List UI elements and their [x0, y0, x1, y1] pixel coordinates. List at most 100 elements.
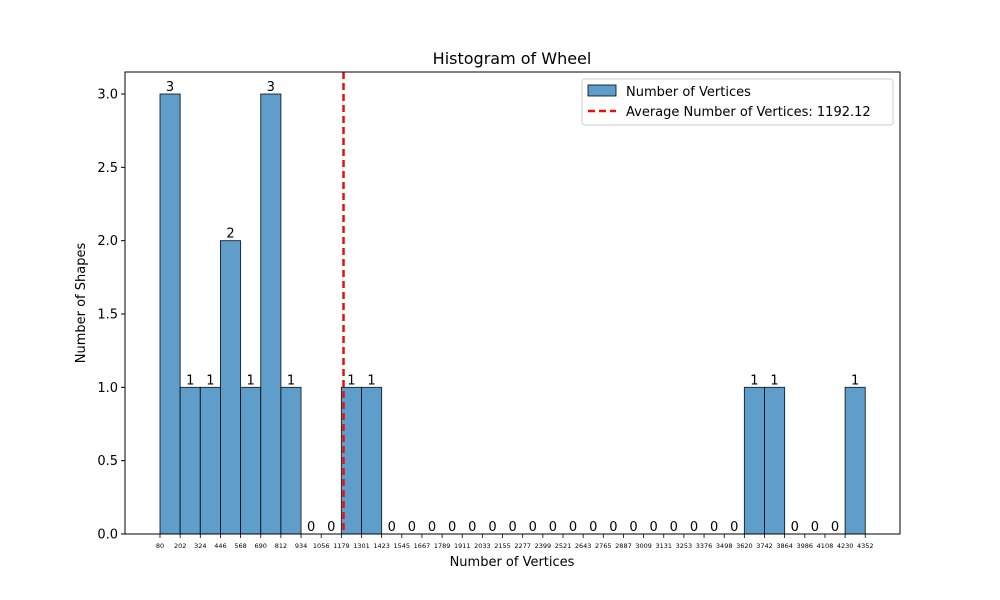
x-tick-label: 934 [295, 542, 307, 550]
x-tick-label: 1056 [313, 542, 330, 550]
x-tick-label: 4108 [817, 542, 834, 550]
x-tick-label: 3620 [736, 542, 753, 550]
plot-frame [124, 71, 901, 535]
bar-value-label: 1 [206, 373, 214, 388]
x-tick-label: 2277 [514, 542, 531, 550]
x-tick-label: 1789 [434, 542, 451, 550]
bar-value-label: 0 [791, 520, 799, 535]
y-axis: 0.0 0.5 1.0 1.5 2.0 2.5 3.0 [97, 88, 125, 543]
bar-value-label: 0 [408, 520, 416, 535]
bar-value-label: 0 [388, 520, 396, 535]
x-tick-label: 3742 [756, 542, 773, 550]
bar-value-label: 0 [307, 520, 315, 535]
x-tick-label: 4352 [857, 542, 874, 550]
bar-value-label: 0 [488, 520, 496, 535]
bars-layer [159, 93, 866, 535]
chart-title: Histogram of Wheel [433, 49, 592, 68]
x-tick-label: 2399 [535, 542, 552, 550]
bar-value-label: 0 [650, 520, 658, 535]
y-tick-label: 2.5 [97, 161, 118, 176]
bar [361, 386, 383, 535]
bar-value-label: 0 [589, 520, 597, 535]
legend-bars-label: Number of Vertices [626, 85, 751, 100]
x-tick-label: 3498 [716, 542, 733, 550]
bar-value-label: 0 [529, 520, 537, 535]
legend-box [581, 78, 894, 126]
x-tick-label: 2643 [575, 542, 592, 550]
x-axis-label: Number of Vertices [450, 555, 575, 570]
x-tick-label: 1301 [353, 542, 370, 550]
bar-value-label: 0 [549, 520, 557, 535]
x-tick-label: 4230 [837, 542, 854, 550]
x-tick-label: 1179 [333, 542, 350, 550]
legend-average-label: Average Number of Vertices: 1192.12 [626, 105, 871, 120]
bar [764, 386, 786, 535]
x-tick-label: 2155 [494, 542, 511, 550]
x-tick-label: 324 [194, 542, 206, 550]
x-tick-label: 1667 [414, 542, 431, 550]
x-tick-label: 3009 [635, 542, 652, 550]
y-tick-label: 3.0 [97, 88, 118, 103]
bar-value-label: 0 [629, 520, 637, 535]
bar-value-label: 0 [730, 520, 738, 535]
x-tick-label: 3376 [696, 542, 713, 550]
bar-value-label: 1 [851, 373, 859, 388]
y-tick-label: 2.0 [97, 234, 118, 249]
bar-value-label: 0 [710, 520, 718, 535]
bar-value-label: 2 [226, 227, 234, 242]
x-tick-label: 2887 [615, 542, 632, 550]
bar [159, 93, 181, 535]
bar [280, 386, 302, 535]
x-tick-label: 690 [255, 542, 267, 550]
bar-value-label: 0 [811, 520, 819, 535]
bar-value-label: 0 [508, 520, 516, 535]
x-tick-label: 3253 [676, 542, 693, 550]
x-tick-label: 568 [234, 542, 246, 550]
bar-value-label: 0 [609, 520, 617, 535]
bar [179, 386, 201, 535]
bar [743, 386, 765, 535]
bar-value-label: 0 [468, 520, 476, 535]
y-tick-label: 0.0 [97, 528, 118, 543]
x-tick-label: 3131 [655, 542, 672, 550]
x-tick-label: 1423 [373, 542, 390, 550]
bar [240, 386, 262, 535]
bar-value-label: 0 [831, 520, 839, 535]
bar-value-label: 0 [670, 520, 678, 535]
x-tick-label: 2033 [474, 542, 491, 550]
bar-value-label: 1 [247, 373, 255, 388]
x-tick-label: 1545 [394, 542, 411, 550]
bar-value-label: 1 [347, 373, 355, 388]
bar-value-label: 0 [327, 520, 335, 535]
bar-value-label: 0 [428, 520, 436, 535]
legend: Number of Vertices Average Number of Ver… [581, 78, 894, 126]
bar [199, 386, 221, 535]
bar-value-label: 0 [569, 520, 577, 535]
x-tick-label: 202 [174, 542, 186, 550]
y-tick-label: 1.5 [97, 308, 118, 323]
x-tick-label: 1911 [454, 542, 471, 550]
x-tick-label: 80 [156, 542, 164, 550]
bar [844, 386, 866, 535]
x-axis: 80 202 324 446 568 690 812 934 1056 1179 1301 1423 1… [156, 534, 874, 550]
bar [219, 240, 242, 535]
bar-value-label: 3 [166, 80, 174, 95]
bar-value-label: 0 [690, 520, 698, 535]
x-tick-label: 2521 [555, 542, 572, 550]
bar-value-label: 1 [287, 373, 295, 388]
legend-bar-swatch [587, 84, 617, 97]
x-tick-label: 3864 [776, 542, 793, 550]
x-tick-label: 2765 [595, 542, 612, 550]
y-tick-label: 1.0 [97, 381, 118, 396]
y-axis-label: Number of Shapes [74, 243, 89, 364]
bar-value-label: 1 [770, 373, 778, 388]
bar-value-label: 0 [448, 520, 456, 535]
bar-value-label: 1 [367, 373, 375, 388]
bar-value-label: 1 [750, 373, 758, 388]
x-tick-label: 3986 [797, 542, 814, 550]
bar-value-label: 1 [186, 373, 194, 388]
x-tick-label: 446 [214, 542, 226, 550]
bar-value-label: 3 [267, 80, 275, 95]
